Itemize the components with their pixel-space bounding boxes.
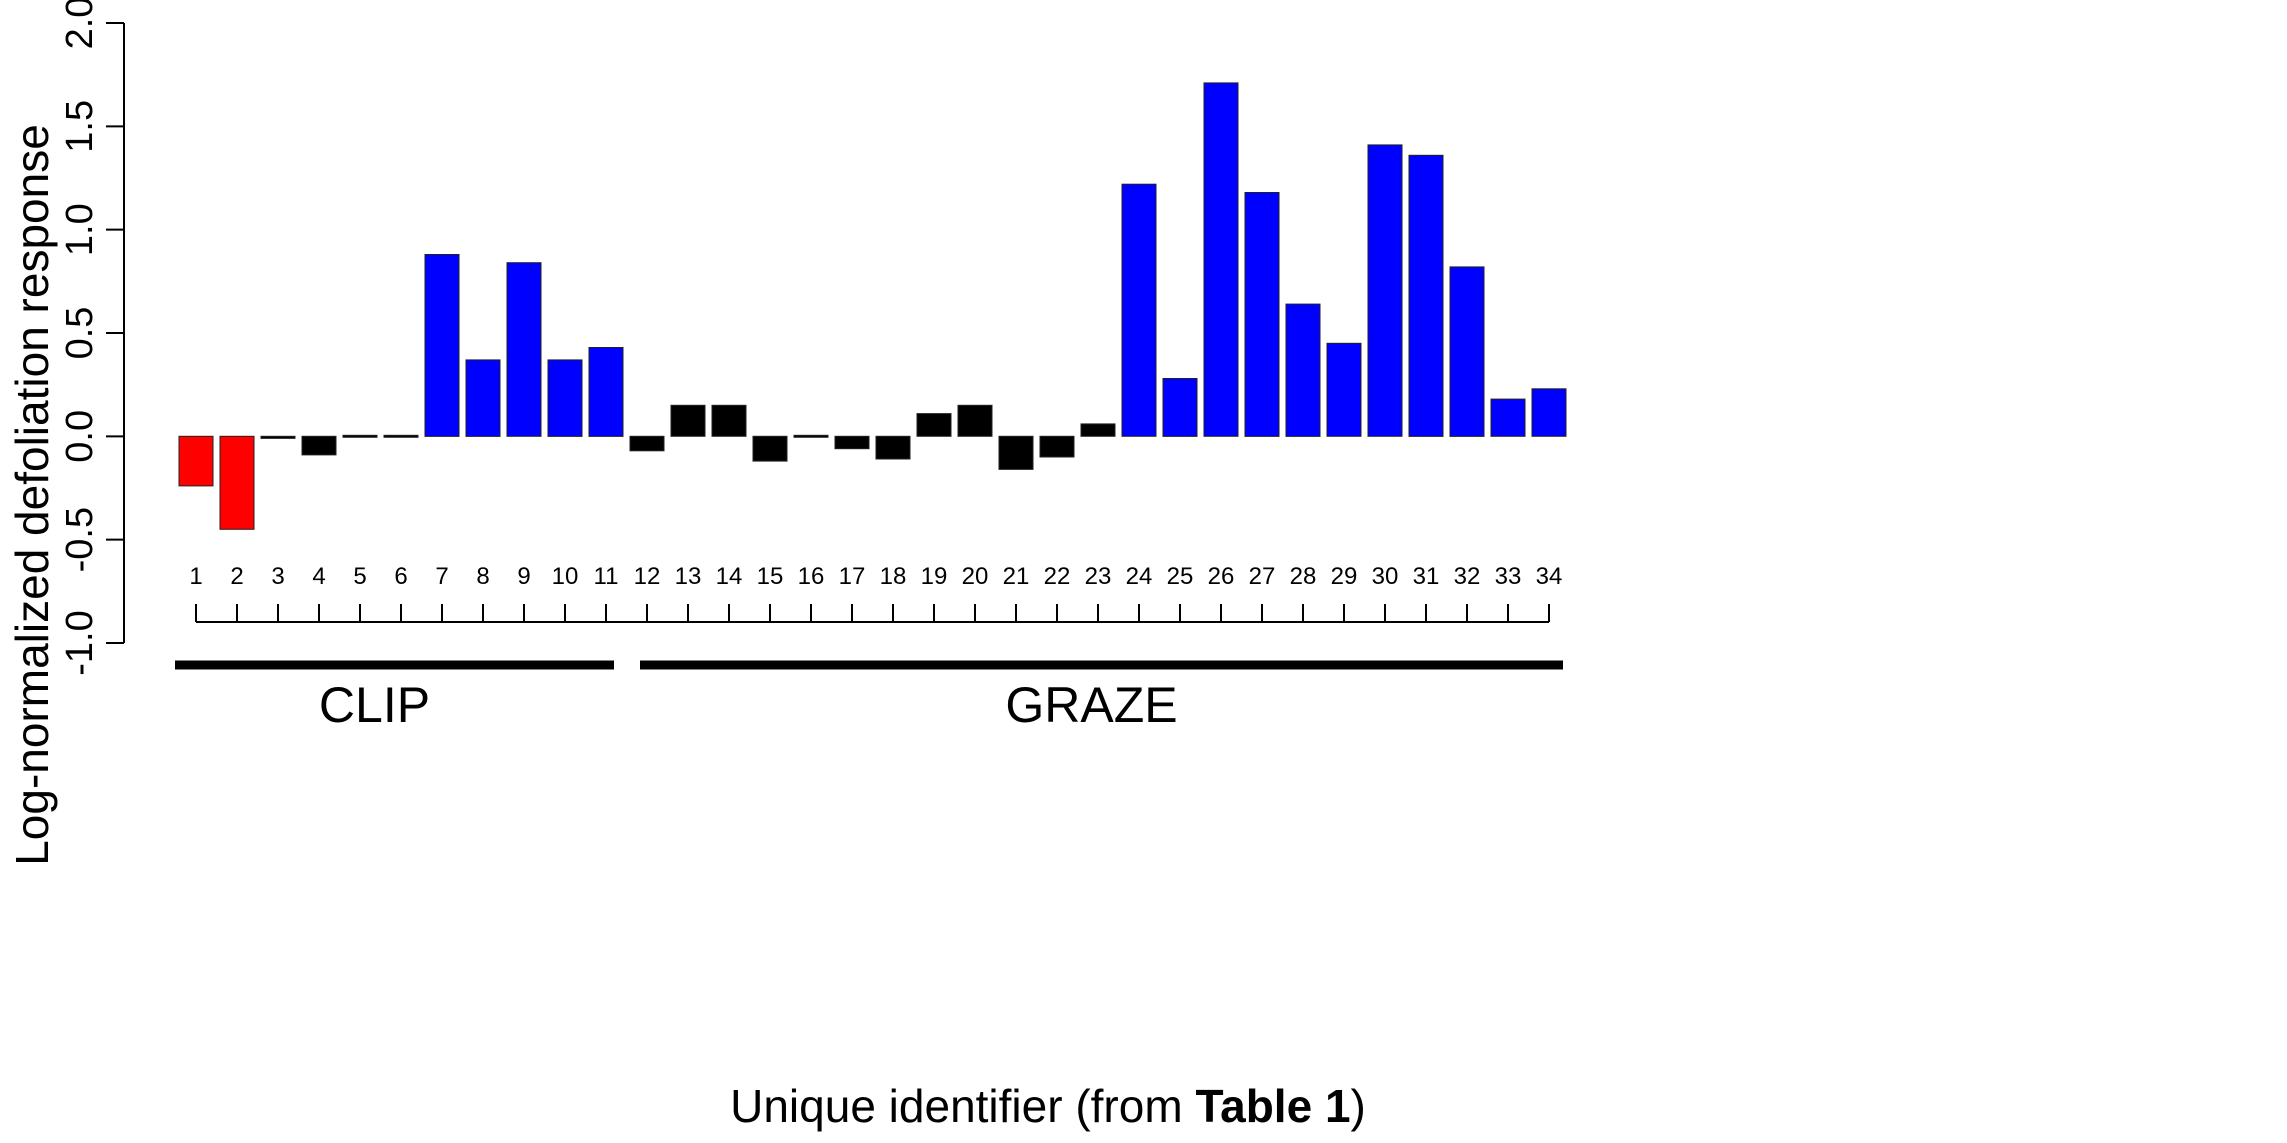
bars	[178, 82, 1567, 530]
y-tick-label: 0.5	[59, 307, 101, 360]
y-axis: -1.0 -0.5 0.0 0.5 1.0 1.5 2.0	[59, 0, 125, 676]
category-label-5: 5	[353, 563, 366, 590]
bar-10	[547, 359, 583, 437]
category-label-1: 1	[189, 563, 202, 590]
x-axis-title-suffix: )	[1351, 1080, 1366, 1132]
bar-11	[588, 347, 624, 437]
category-label-7: 7	[435, 563, 448, 590]
group-label-clip: CLIP	[319, 677, 430, 733]
y-tick-label: 2.0	[59, 0, 101, 49]
category-label-20: 20	[962, 563, 989, 590]
category-label-8: 8	[476, 563, 489, 590]
bar-25	[1162, 378, 1198, 437]
category-label-3: 3	[271, 563, 284, 590]
category-label-6: 6	[394, 563, 407, 590]
bar-29	[1326, 342, 1362, 437]
category-label-27: 27	[1249, 563, 1276, 590]
category-label-21: 21	[1003, 563, 1030, 590]
bar-5	[342, 434, 378, 438]
category-label-23: 23	[1085, 563, 1112, 590]
category-label-13: 13	[675, 563, 702, 590]
category-label-22: 22	[1044, 563, 1071, 590]
category-label-4: 4	[312, 563, 325, 590]
bar-3	[260, 435, 296, 439]
y-axis-title: Log-normalized defoliation response	[6, 124, 58, 866]
bar-22	[1039, 435, 1075, 458]
category-label-29: 29	[1331, 563, 1358, 590]
category-label-12: 12	[634, 563, 661, 590]
bar-21	[998, 435, 1034, 470]
group-brackets: CLIP GRAZE	[175, 660, 1563, 733]
bar-18	[875, 435, 911, 460]
bar-12	[629, 435, 665, 452]
bar-28	[1285, 303, 1321, 437]
bar-7	[424, 254, 460, 437]
category-label-26: 26	[1208, 563, 1235, 590]
bar-31	[1408, 154, 1444, 437]
y-tick-label: 0.0	[59, 410, 101, 463]
bar-33	[1490, 398, 1526, 437]
bar-19	[916, 413, 952, 437]
bar-2	[219, 435, 255, 530]
category-label-18: 18	[880, 563, 907, 590]
category-label-34: 34	[1536, 563, 1563, 590]
bar-34	[1531, 388, 1567, 437]
bar-27	[1244, 192, 1280, 437]
category-label-10: 10	[552, 563, 579, 590]
category-label-17: 17	[839, 563, 866, 590]
bar-20	[957, 404, 993, 437]
category-label-16: 16	[798, 563, 825, 590]
bar-24	[1121, 183, 1157, 437]
category-label-25: 25	[1167, 563, 1194, 590]
category-label-28: 28	[1290, 563, 1317, 590]
category-label-31: 31	[1413, 563, 1440, 590]
category-label-2: 2	[230, 563, 243, 590]
bar-9	[506, 262, 542, 437]
bar-23	[1080, 423, 1116, 437]
bar-30	[1367, 144, 1403, 437]
y-tick-label: 1.0	[59, 203, 101, 256]
bar-13	[670, 404, 706, 437]
category-label-24: 24	[1126, 563, 1153, 590]
bar-32	[1449, 266, 1485, 437]
bar-14	[711, 404, 747, 437]
bar-1	[178, 435, 214, 487]
category-label-15: 15	[757, 563, 784, 590]
bar-15	[752, 435, 788, 462]
bar-6	[383, 434, 419, 438]
y-tick-label: -0.5	[59, 507, 101, 572]
x-axis-title-bold: Table 1	[1195, 1080, 1350, 1132]
category-axis: 1 2 3 4 5 6 7 8 9 10 11 12 13 14 15 16 17 18 19 20 21 22 23 24 2…	[189, 563, 1563, 623]
x-axis-title: Unique identifier (from Table 1)	[730, 1080, 1366, 1132]
category-label-33: 33	[1495, 563, 1522, 590]
bar-8	[465, 359, 501, 437]
bar-17	[834, 435, 870, 450]
bar-26	[1203, 82, 1239, 437]
bar-16	[793, 434, 829, 438]
group-label-graze: GRAZE	[1005, 677, 1177, 733]
y-tick-label: -1.0	[59, 610, 101, 675]
category-label-30: 30	[1372, 563, 1399, 590]
category-label-32: 32	[1454, 563, 1481, 590]
y-tick-label: 1.5	[59, 100, 101, 153]
category-label-9: 9	[517, 563, 530, 590]
category-label-14: 14	[716, 563, 743, 590]
bar-4	[301, 435, 337, 456]
category-label-11: 11	[594, 563, 619, 590]
category-label-19: 19	[921, 563, 948, 590]
x-axis-title-prefix: Unique identifier (from	[730, 1080, 1195, 1132]
